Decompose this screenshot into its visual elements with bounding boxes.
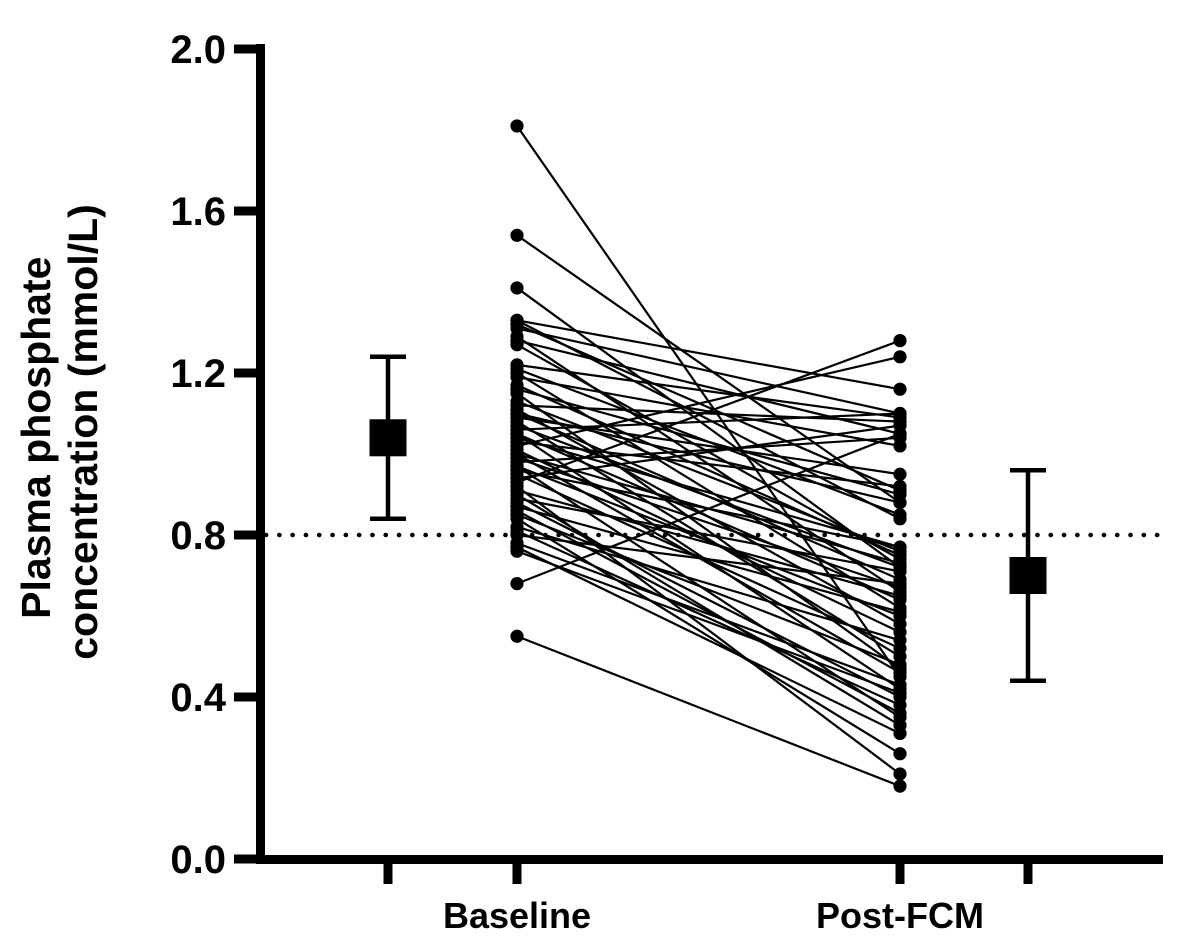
- post-fcm-point: [893, 406, 907, 421]
- pair-line: [516, 529, 901, 707]
- pair-line: [516, 319, 901, 391]
- post-fcm-point: [893, 633, 907, 647]
- y-tick-label-0.4: 0.4: [170, 676, 226, 720]
- post-fcm-point: [893, 540, 907, 554]
- pair-line: [516, 550, 901, 694]
- y-axis-title-line-2: concentration (mmol/L): [60, 204, 106, 660]
- pair-line: [516, 440, 901, 488]
- mean-square-Baseline: [369, 419, 407, 457]
- x-tick: [383, 864, 393, 884]
- baseline-point: [510, 119, 524, 133]
- pair-line: [516, 635, 901, 788]
- x-tick: [1023, 864, 1033, 884]
- post-fcm-point: [893, 698, 907, 712]
- baseline-point: [510, 577, 524, 591]
- y-tick-label-1.6: 1.6: [170, 190, 226, 234]
- y-tick-0.8: [234, 530, 256, 540]
- baseline-point: [510, 629, 524, 643]
- post-fcm-point: [893, 767, 907, 781]
- pair-line: [516, 465, 901, 618]
- x-label-post-fcm: Post-FCM: [816, 895, 984, 936]
- pair-line: [516, 501, 901, 698]
- post-fcm-point: [893, 605, 907, 619]
- pair-line: [516, 436, 901, 549]
- y-tick-0.4: [234, 692, 256, 702]
- pair-line: [516, 327, 901, 415]
- pair-line: [516, 546, 901, 735]
- y-tick-label-1.2: 1.2: [170, 352, 226, 396]
- pair-line: [516, 489, 901, 597]
- y-axis-spine: [256, 44, 265, 864]
- pair-line: [516, 424, 901, 480]
- pair-line: [516, 319, 901, 520]
- pair-line: [516, 493, 901, 727]
- pair-line: [516, 473, 901, 650]
- pair-line: [516, 412, 901, 504]
- post-fcm-point: [893, 427, 907, 441]
- x-axis-category-labels: Baseline Post-FCM: [443, 895, 984, 936]
- post-fcm-point: [893, 747, 907, 761]
- x-tick: [895, 864, 905, 884]
- y-axis-title-line-1: Plasma phosphate: [13, 257, 59, 619]
- paired-data-layer: [510, 119, 907, 793]
- pair-line: [516, 525, 901, 642]
- post-fcm-point: [893, 658, 907, 672]
- baseline-point: [510, 544, 524, 558]
- post-fcm-point: [893, 589, 907, 603]
- baseline-point: [510, 228, 524, 242]
- baseline-point: [510, 338, 524, 352]
- pair-line: [516, 339, 901, 484]
- pair-line: [516, 355, 901, 447]
- pair-line: [516, 234, 901, 504]
- y-tick-1.6: [234, 206, 256, 216]
- x-axis-spine: [256, 855, 1163, 864]
- pair-line: [516, 323, 901, 492]
- y-tick-label-0.8: 0.8: [170, 514, 226, 558]
- pair-line: [516, 432, 901, 601]
- post-fcm-point: [893, 577, 907, 591]
- y-tick-2.0: [234, 44, 256, 54]
- pair-line: [516, 533, 901, 585]
- baseline-point: [510, 281, 524, 295]
- pair-line: [516, 457, 901, 589]
- pair-line: [516, 432, 901, 585]
- mean-sd-errorbar-layer: [369, 354, 1047, 684]
- pair-line: [516, 404, 901, 423]
- mean-square-Post-FCM: [1009, 557, 1047, 594]
- post-fcm-point: [893, 382, 907, 396]
- x-tick: [512, 864, 522, 884]
- pair-line: [516, 388, 901, 496]
- post-fcm-point: [893, 726, 907, 741]
- y-axis-title: Plasma phosphate concentration (mmol/L): [13, 204, 106, 660]
- post-fcm-point: [893, 564, 907, 579]
- post-fcm-point: [893, 496, 907, 510]
- pair-line: [516, 542, 901, 686]
- y-tick-label-2.0: 2.0: [170, 28, 226, 72]
- pair-line: [516, 287, 901, 569]
- pair-line: [516, 392, 901, 670]
- y-axis-tick-labels: 0.0 0.4 0.8 1.2 1.6 2.0: [170, 28, 226, 882]
- pair-line: [516, 513, 901, 666]
- pair-line: [516, 372, 901, 609]
- pair-line: [516, 363, 901, 419]
- post-fcm-point: [893, 334, 907, 348]
- pair-line: [516, 412, 901, 431]
- post-fcm-point: [893, 350, 907, 364]
- post-fcm-point: [893, 467, 907, 481]
- y-tick-1.2: [234, 368, 256, 378]
- pair-line: [516, 509, 901, 715]
- x-label-baseline: Baseline: [443, 895, 591, 936]
- pair-line: [516, 497, 901, 573]
- post-fcm-point: [893, 779, 907, 793]
- post-fcm-point: [893, 508, 907, 522]
- y-tick-label-0.0: 0.0: [170, 838, 226, 882]
- post-fcm-point: [893, 479, 907, 493]
- axes-layer: [234, 44, 1163, 884]
- y-tick-0.0: [234, 854, 256, 864]
- post-fcm-point: [893, 686, 907, 700]
